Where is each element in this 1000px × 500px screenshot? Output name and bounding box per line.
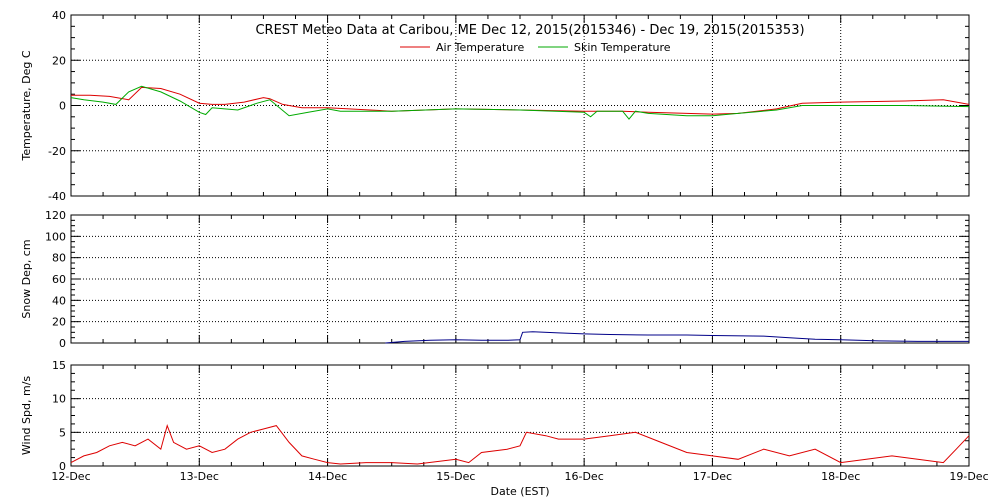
chart-title: CREST Meteo Data at Caribou, ME Dec 12, …: [255, 23, 804, 38]
y-tick-label: -40: [48, 190, 66, 203]
plot-frame: [70, 214, 970, 344]
y-tick-label: 0: [59, 100, 66, 113]
x-tick-label: 19-Dec: [949, 470, 988, 483]
y-tick-label: 40: [52, 9, 66, 22]
y-tick-label: 20: [52, 54, 66, 67]
panel-1: -40 -20 0 20 40 Temperature, Deg C Air Tempera…: [20, 9, 970, 203]
y-tick-label: 5: [59, 426, 66, 439]
y-tick-label: 15: [52, 359, 66, 372]
y-tick-label: 0: [59, 460, 66, 473]
panel-2: 0 20 40 60 80 100 120 Snow Dep, cm: [20, 209, 970, 350]
legend: Air Temperature Skin Temperature: [400, 41, 671, 54]
y-tick-label: 20: [52, 316, 66, 329]
series-line-1-2: [70, 85, 970, 120]
y-axis-label: Snow Dep, cm: [20, 239, 33, 318]
series-line-3-1: [70, 423, 970, 465]
legend-entry: Air Temperature: [436, 41, 525, 54]
x-axis-label: Date (EST): [490, 485, 549, 498]
legend-entry: Skin Temperature: [574, 41, 671, 54]
panels: -40 -20 0 20 40 Temperature, Deg C Air Tempera…: [20, 9, 989, 483]
y-axis-label: Wind Spd, m/s: [20, 376, 33, 456]
y-tick-label: 120: [45, 209, 66, 222]
x-tick-label: 16-Dec: [565, 470, 604, 483]
series-line-2-1: [385, 331, 969, 344]
y-axis-label: Temperature, Deg C: [20, 50, 33, 161]
x-tick-label: 14-Dec: [308, 470, 347, 483]
y-tick-label: -20: [48, 145, 66, 158]
plot-frame: [70, 364, 970, 467]
panel-3: 0 5 10 15 Wind Spd, m/s: [20, 359, 970, 473]
x-tick-label: 13-Dec: [180, 470, 219, 483]
y-tick-label: 40: [52, 294, 66, 307]
y-tick-label: 60: [52, 273, 66, 286]
x-tick-label: 15-Dec: [436, 470, 475, 483]
y-tick-label: 80: [52, 252, 66, 265]
y-tick-label: 100: [45, 230, 66, 243]
x-tick-label: 18-Dec: [821, 470, 860, 483]
series-line-1-1: [71, 86, 970, 115]
y-tick-label: 10: [52, 393, 66, 406]
y-tick-label: 0: [59, 337, 66, 350]
x-tick-label: 12-Dec: [51, 470, 90, 483]
x-tick-label: 17-Dec: [693, 470, 732, 483]
